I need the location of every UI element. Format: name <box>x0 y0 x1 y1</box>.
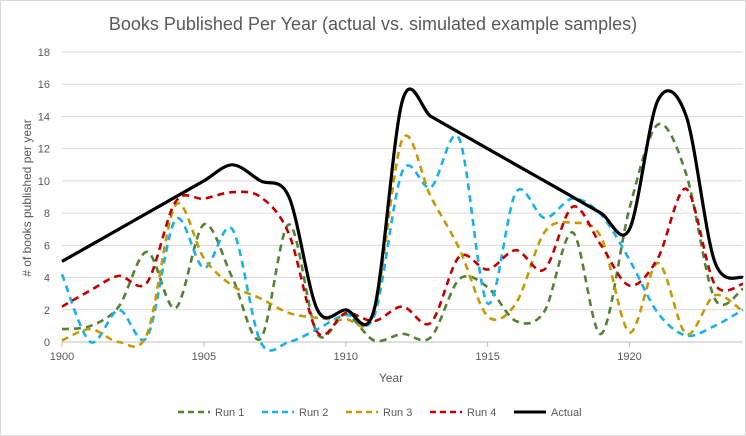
y-tick-label: 16 <box>38 79 50 91</box>
y-tick-label: 12 <box>38 144 50 156</box>
x-axis-ticks: 1900 1905 1910 1915 1920 <box>50 342 642 363</box>
series-line-run-3 <box>61 134 744 348</box>
y-tick-label: 14 <box>38 111 50 123</box>
y-tick-label: 4 <box>44 273 50 285</box>
y-tick-label: 6 <box>44 240 50 252</box>
legend-label: Actual <box>551 407 582 419</box>
series-lines <box>60 87 744 352</box>
x-tick-label: 1905 <box>192 351 216 363</box>
y-tick-label: 8 <box>44 208 50 220</box>
legend-label: Run 1 <box>215 407 244 419</box>
series-line-run-1 <box>61 122 744 343</box>
x-axis-title: Year <box>379 371 403 385</box>
y-axis-title: # of books published per year <box>20 119 34 276</box>
x-tick-label: 1920 <box>617 351 641 363</box>
series-line-run-4 <box>61 187 744 337</box>
chart-title: Books Published Per Year (actual vs. sim… <box>109 14 637 34</box>
series-line-run-2 <box>60 134 744 352</box>
legend-label: Run 2 <box>299 407 328 419</box>
y-tick-label: 10 <box>38 176 50 188</box>
series-line-actual <box>61 87 744 327</box>
y-tick-label: 18 <box>38 47 50 59</box>
y-tick-label: 0 <box>44 337 50 349</box>
legend-label: Run 3 <box>383 407 412 419</box>
x-tick-label: 1915 <box>475 351 499 363</box>
y-tick-label: 2 <box>44 305 50 317</box>
x-tick-label: 1900 <box>50 351 74 363</box>
legend-label: Run 4 <box>467 407 496 419</box>
legend: Run 1 Run 2 Run 3 Run 4 Actual <box>178 407 582 419</box>
y-axis-ticks: 0 2 4 6 8 10 12 14 16 18 <box>38 47 50 349</box>
x-tick-label: 1910 <box>334 351 358 363</box>
